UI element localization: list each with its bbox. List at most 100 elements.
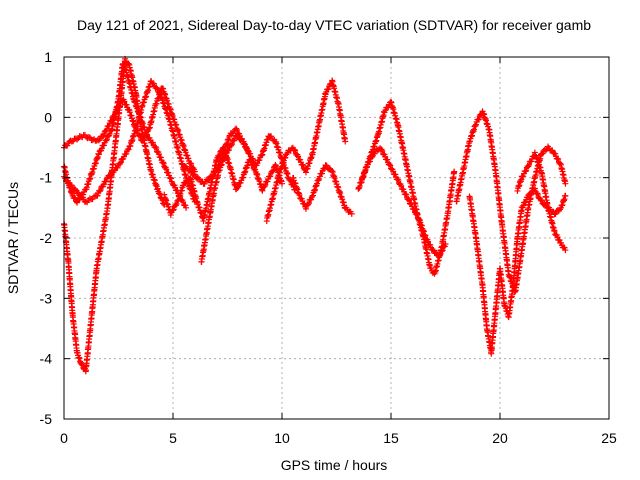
data-point [78, 361, 85, 368]
data-point [403, 191, 410, 198]
data-point [430, 247, 437, 254]
data-point [61, 175, 68, 182]
data-point [157, 154, 164, 161]
data-point [249, 156, 256, 163]
data-point [154, 85, 161, 92]
data-point [398, 182, 405, 189]
data-point [475, 116, 482, 123]
data-point [108, 118, 115, 125]
y-tick-label: -5 [40, 411, 53, 427]
data-point [241, 140, 248, 147]
data-point [342, 138, 349, 145]
y-tick-label: -1 [40, 170, 53, 186]
data-point [76, 133, 83, 140]
data-point [160, 160, 167, 167]
data-point [170, 206, 177, 213]
data-point [384, 156, 391, 163]
data-point [103, 137, 110, 144]
chart-title: Day 121 of 2021, Sidereal Day-to-day VTE… [77, 17, 591, 33]
data-point [475, 116, 482, 123]
data-point [233, 126, 240, 133]
x-tick-label: 5 [169, 430, 177, 446]
data-point [325, 85, 332, 92]
x-axis-label: GPS time / hours [281, 457, 388, 473]
data-point [406, 197, 413, 204]
data-point [292, 147, 299, 154]
data-point [125, 60, 132, 67]
data-point [523, 167, 530, 174]
data-point [442, 241, 449, 248]
data-point [429, 246, 436, 253]
x-tick-label: 25 [601, 430, 617, 446]
y-axis-label: SDTVAR / TECUs [5, 182, 21, 294]
data-point [106, 122, 113, 129]
data-point [296, 192, 303, 199]
data-point [100, 133, 107, 140]
data-point [539, 150, 546, 157]
data-point [348, 210, 355, 217]
y-tick-label: -2 [40, 230, 53, 246]
data-point [522, 199, 529, 206]
data-point [258, 152, 265, 159]
data-point [302, 205, 309, 212]
series-satellite-track-4 [61, 78, 198, 206]
data-point [235, 183, 242, 190]
x-tick-label: 20 [492, 430, 508, 446]
axis-ticks: 0 5 10 15 20 25 -5 -4 -3 -2 -1 0 1 [40, 49, 617, 446]
data-point [386, 161, 393, 168]
data-point [392, 171, 399, 178]
y-tick-label: 0 [44, 109, 52, 125]
data-point [167, 212, 174, 219]
data-point [103, 126, 110, 133]
data-point [97, 187, 104, 194]
data-point [95, 137, 102, 144]
data-point [94, 192, 101, 199]
data-point [71, 194, 78, 201]
data-point [185, 155, 192, 162]
data-point [425, 238, 432, 245]
data-point [188, 160, 195, 167]
data-point [165, 169, 172, 176]
data-point [562, 180, 569, 187]
data-point [291, 146, 298, 153]
data-point [100, 142, 107, 149]
data-point [552, 210, 559, 217]
data-point [167, 175, 174, 182]
data-point [294, 153, 301, 160]
data-point [143, 131, 150, 138]
data-point [527, 191, 534, 198]
series-satellite-track-11 [357, 145, 449, 260]
data-point [526, 161, 533, 168]
data-point [100, 131, 107, 138]
data-point [153, 145, 160, 152]
data-point [68, 182, 75, 189]
data-point [305, 200, 312, 207]
data-point [297, 156, 304, 163]
data-point [551, 228, 558, 235]
data-point [299, 161, 306, 168]
data-point [537, 196, 544, 203]
data-point [103, 178, 110, 185]
data-point [153, 84, 160, 91]
data-point [552, 150, 559, 157]
data-point [86, 195, 93, 202]
data-point [163, 166, 170, 173]
data-point [106, 130, 113, 137]
data-point [90, 193, 97, 200]
data-point [111, 111, 118, 118]
data-point [79, 194, 86, 201]
data-point [103, 136, 110, 143]
data-point [187, 160, 194, 167]
data-point [85, 133, 92, 140]
data-point [427, 241, 434, 248]
x-tick-label: 0 [60, 430, 68, 446]
y-tick-label: 1 [44, 49, 52, 65]
series-satellite-track-5 [161, 144, 285, 225]
data-point [247, 150, 254, 157]
data-point [95, 151, 102, 158]
data-point [123, 101, 130, 108]
data-point [562, 247, 569, 254]
data-point [106, 173, 113, 180]
